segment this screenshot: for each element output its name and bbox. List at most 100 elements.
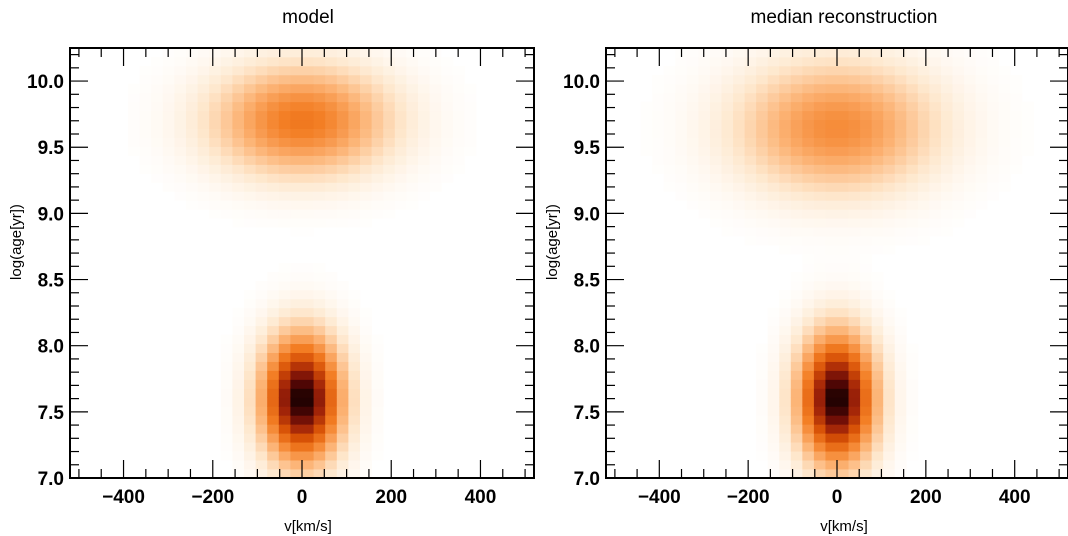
heatmap-cell — [278, 415, 291, 425]
heatmap-cell — [883, 65, 896, 76]
heatmap-cell — [244, 128, 256, 138]
heatmap-cell — [906, 119, 919, 130]
heatmap-cell — [756, 137, 769, 147]
heatmap-cell — [325, 460, 338, 470]
heatmap-cell — [883, 209, 896, 219]
heatmap-cell — [825, 388, 838, 398]
heatmap-cell — [325, 218, 338, 228]
heatmap-cell — [441, 74, 454, 85]
heatmap-cell — [744, 155, 757, 165]
heatmap-cell — [278, 155, 291, 165]
heatmap-cell — [255, 325, 268, 336]
heatmap-cell — [383, 110, 396, 121]
heatmap-cell — [940, 164, 953, 174]
heatmap-cell — [721, 227, 734, 237]
heatmap-cell — [640, 128, 653, 138]
heatmap-cell — [302, 289, 314, 300]
heatmap-cell — [883, 406, 896, 416]
heatmap-cell — [232, 110, 245, 121]
heatmap-cell — [418, 48, 430, 58]
heatmap-cell — [313, 164, 326, 174]
heatmap-cell — [255, 307, 268, 318]
heatmap-cell — [837, 334, 849, 345]
heatmap-cell — [767, 406, 780, 416]
heatmap-cell — [779, 101, 792, 112]
heatmap-cell — [779, 388, 792, 398]
heatmap-cell — [698, 146, 711, 156]
heatmap-cell — [767, 218, 780, 228]
heatmap-cell — [860, 146, 873, 156]
heatmap-cell — [290, 433, 303, 443]
heatmap-cell — [418, 119, 430, 130]
heatmap-cell — [290, 65, 303, 76]
heatmap-cell — [767, 56, 780, 67]
heatmap-cell — [813, 263, 826, 273]
heatmap-cell — [813, 334, 826, 345]
heatmap-cell — [779, 361, 792, 371]
heatmap-cell — [278, 289, 291, 300]
heatmap-cell — [464, 92, 477, 103]
heatmap-cell — [825, 406, 838, 416]
heatmap-cell — [232, 433, 245, 443]
heatmap-cell — [894, 182, 907, 192]
heatmap-cell — [813, 48, 826, 58]
heatmap-cell — [394, 164, 407, 174]
heatmap-cell — [371, 83, 384, 94]
heatmap-cell — [325, 92, 338, 103]
heatmap-cell — [313, 289, 326, 300]
heatmap-cell — [802, 361, 815, 371]
heatmap-cell — [906, 65, 919, 76]
heatmap-cell — [802, 397, 815, 407]
heatmap-cell — [302, 155, 314, 165]
heatmap-cell — [998, 119, 1011, 130]
heatmap-cell — [360, 352, 372, 362]
heatmap-cell — [894, 316, 907, 327]
heatmap-cell — [302, 307, 314, 318]
heatmap-cell — [698, 182, 711, 192]
heatmap-cell — [360, 209, 372, 219]
heatmap-cell — [721, 65, 734, 76]
heatmap-cell — [278, 182, 291, 192]
heatmap-cell — [302, 48, 314, 58]
heatmap-cell — [883, 415, 896, 425]
heatmap-cell — [871, 370, 884, 380]
heatmap-cell — [394, 146, 407, 156]
heatmap-cell — [348, 352, 361, 362]
heatmap-cell — [744, 119, 757, 130]
heatmap-cell — [220, 352, 233, 362]
heatmap-cell — [813, 101, 826, 112]
heatmap-cell — [686, 137, 699, 147]
heatmap-cell — [663, 173, 676, 183]
heatmap-cell — [894, 397, 907, 407]
heatmap-cell — [663, 137, 676, 147]
heatmap-cell — [186, 48, 198, 58]
heatmap-cell — [290, 227, 303, 237]
heatmap-cell — [267, 424, 280, 434]
heatmap-cell — [813, 397, 826, 407]
heatmap-cell — [883, 298, 896, 309]
heatmap-cell — [813, 209, 826, 219]
heatmap-cell — [278, 173, 291, 183]
heatmap-cell — [883, 397, 896, 407]
heatmap-cell — [894, 128, 907, 138]
heatmap-cell — [837, 65, 849, 76]
heatmap-cell — [837, 182, 849, 192]
heatmap-cell — [325, 271, 338, 282]
heatmap-cell — [802, 263, 815, 273]
heatmap-cell — [290, 191, 303, 201]
heatmap-cell — [860, 298, 873, 309]
heatmap-cell — [894, 119, 907, 130]
heatmap-cell — [813, 92, 826, 103]
heatmap-cell — [209, 128, 222, 138]
heatmap-cell — [336, 316, 349, 327]
heatmap-cell — [139, 164, 152, 174]
heatmap-cell — [940, 65, 953, 76]
heatmap-cell — [698, 164, 711, 174]
heatmap-cell — [975, 155, 988, 165]
heatmap-cell — [278, 451, 291, 461]
heatmap-cell — [267, 155, 280, 165]
heatmap-cell — [290, 316, 303, 327]
heatmap-cell — [313, 56, 326, 67]
heatmap-cell — [640, 146, 653, 156]
heatmap-cell — [267, 307, 280, 318]
